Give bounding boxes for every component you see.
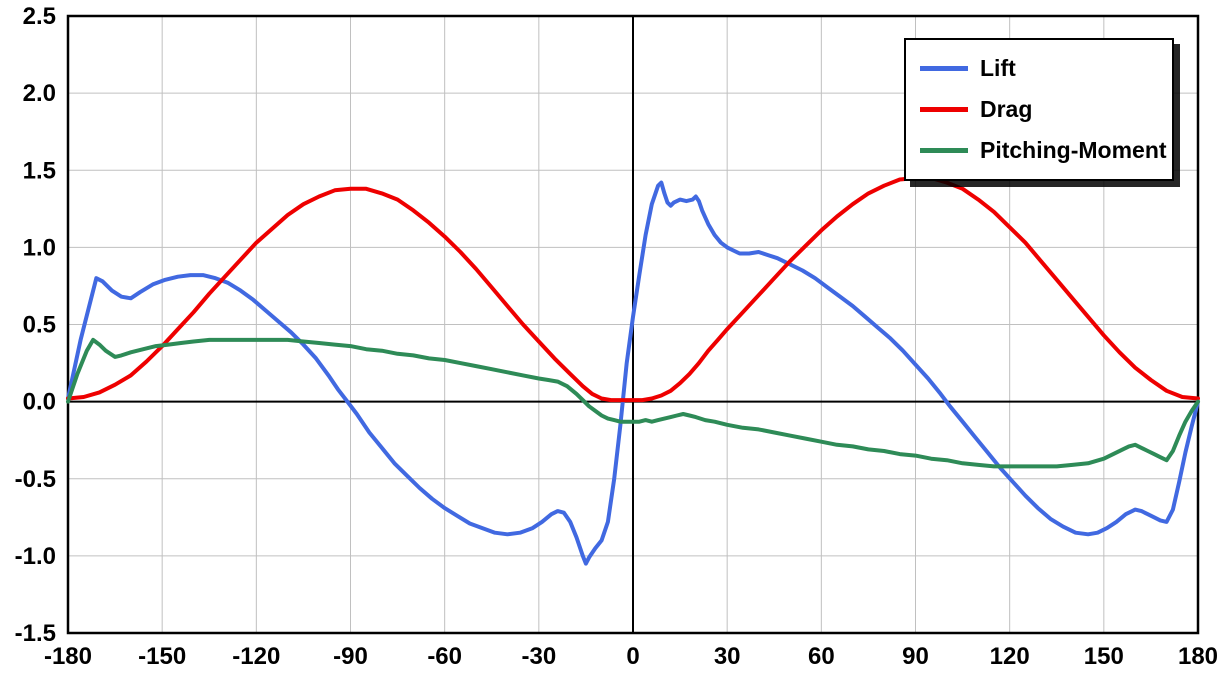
x-tick-label: -120 (232, 643, 280, 670)
x-tick-label: 30 (714, 643, 741, 670)
legend-item-drag: Drag (906, 89, 1172, 130)
x-tick-label: -180 (44, 643, 92, 670)
x-tick-label: 60 (808, 643, 835, 670)
y-tick-label: 1.0 (23, 234, 56, 261)
legend-label-drag: Drag (980, 96, 1033, 122)
y-tick-label: -0.5 (15, 466, 56, 493)
lift-line (66, 180, 1200, 566)
y-tick-label: 0.5 (23, 312, 56, 339)
y-tick-label: 2.5 (23, 3, 56, 30)
legend: Lift Drag Pitching-Moment (904, 38, 1174, 181)
x-tick-label: -150 (138, 643, 186, 670)
x-tick-label: -60 (427, 643, 462, 670)
x-tick-label: 150 (1084, 643, 1124, 670)
plot-border (66, 14, 1200, 635)
x-tick-label: -90 (333, 643, 368, 670)
legend-item-lift: Lift (906, 48, 1172, 89)
y-tick-label: 2.0 (23, 80, 56, 107)
drag-line (66, 176, 1200, 403)
x-tick-label: 180 (1178, 643, 1218, 670)
x-tick-label: 0 (626, 643, 639, 670)
lift-line-swatch (920, 66, 968, 71)
legend-item-pitching-moment: Pitching-Moment (906, 130, 1172, 171)
legend-label-pitching-moment: Pitching-Moment (980, 137, 1167, 163)
x-tick-label: -30 (521, 643, 556, 670)
y-tick-label: -1.0 (15, 543, 56, 570)
pitching-moment-line-swatch (920, 148, 968, 153)
pitching-moment-line (66, 337, 1200, 469)
y-tick-label: 0.0 (23, 389, 56, 416)
y-tick-label: -1.5 (15, 620, 56, 647)
x-tick-label: 90 (902, 643, 929, 670)
legend-label-lift: Lift (980, 55, 1016, 81)
x-tick-label: 120 (990, 643, 1030, 670)
drag-line-swatch (920, 107, 968, 112)
y-tick-label: 1.5 (23, 157, 56, 184)
